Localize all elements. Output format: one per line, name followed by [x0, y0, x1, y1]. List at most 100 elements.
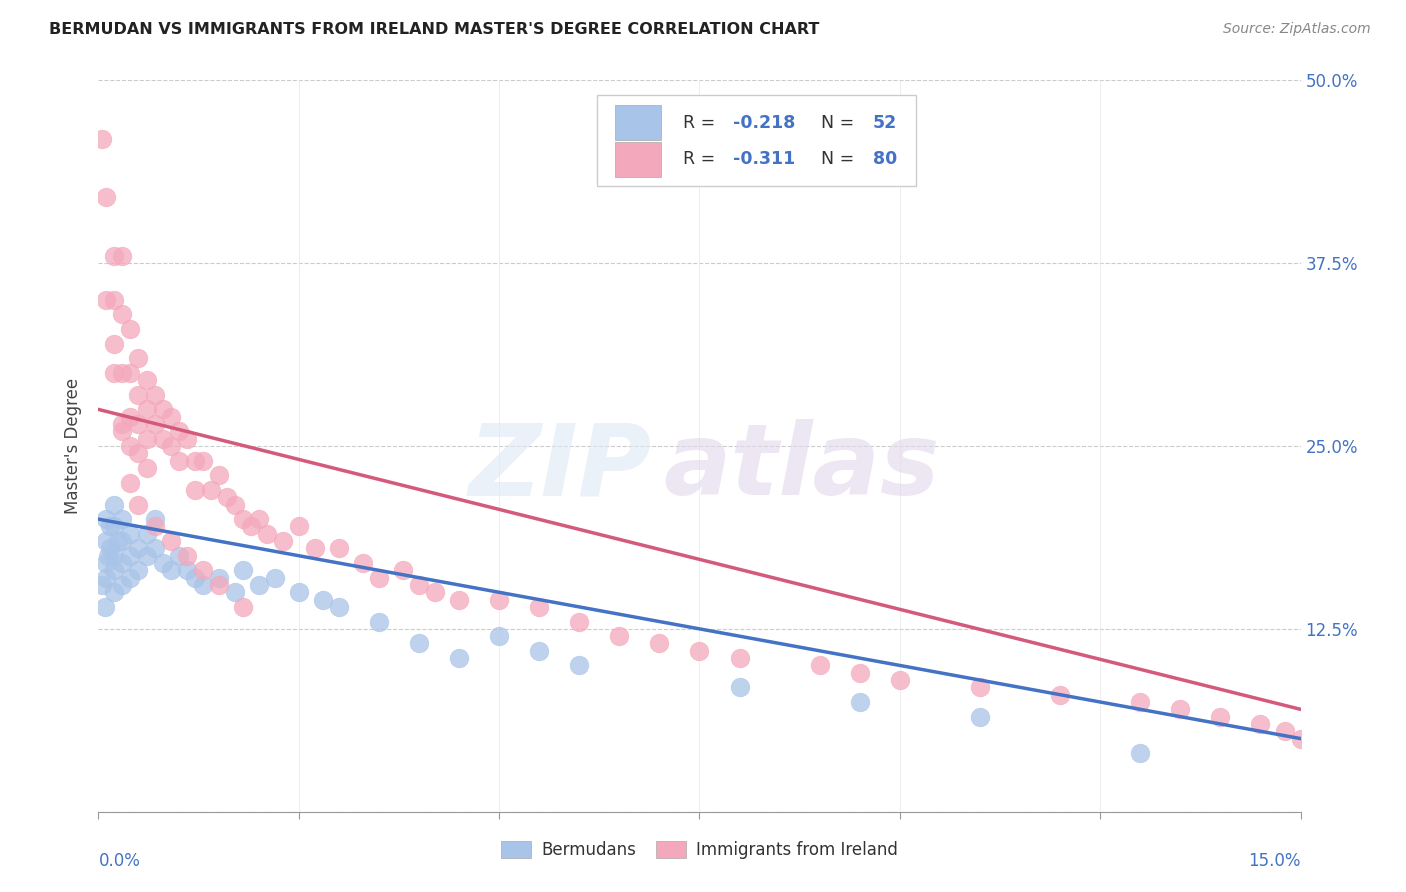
Point [1049, 688, 1071, 702]
Point [128, 351, 150, 366]
Point [312, 592, 335, 607]
Point [208, 571, 231, 585]
Text: 0.0%: 0.0% [98, 852, 141, 870]
Point [111, 556, 134, 570]
Point [328, 599, 350, 614]
Point [392, 563, 415, 577]
Point [96, 556, 118, 570]
Point [120, 475, 142, 490]
Point [1129, 695, 1152, 709]
Point [969, 709, 991, 723]
FancyBboxPatch shape [616, 142, 661, 177]
Point [103, 249, 125, 263]
Point [256, 526, 278, 541]
Point [239, 519, 262, 533]
Point [183, 571, 205, 585]
Point [1274, 724, 1296, 739]
Point [208, 578, 231, 592]
FancyBboxPatch shape [598, 95, 915, 186]
Point [849, 665, 872, 680]
Legend: Bermudans, Immigrants from Ireland: Bermudans, Immigrants from Ireland [495, 834, 904, 865]
Point [128, 563, 150, 577]
Point [143, 541, 166, 556]
Point [849, 695, 872, 709]
Point [111, 578, 134, 592]
Point [1289, 731, 1312, 746]
Point [111, 307, 134, 321]
Point [200, 483, 222, 497]
Point [100, 519, 122, 533]
Text: N =: N = [821, 113, 859, 132]
Point [120, 526, 142, 541]
Point [176, 563, 198, 577]
Text: R =: R = [683, 113, 720, 132]
Point [224, 585, 246, 599]
Point [96, 190, 118, 204]
Point [96, 534, 118, 549]
Point [232, 599, 254, 614]
Point [159, 439, 181, 453]
Point [191, 563, 214, 577]
Point [271, 534, 294, 549]
Point [609, 629, 631, 643]
Point [328, 541, 350, 556]
Point [135, 549, 157, 563]
Point [447, 592, 470, 607]
Point [96, 512, 118, 526]
Point [208, 468, 231, 483]
Point [969, 681, 991, 695]
Point [191, 453, 214, 467]
Point [152, 432, 174, 446]
Point [232, 563, 254, 577]
Point [224, 498, 246, 512]
Point [91, 132, 114, 146]
Point [100, 541, 122, 556]
Text: -0.311: -0.311 [733, 150, 796, 169]
Point [107, 534, 129, 549]
Point [111, 249, 134, 263]
Point [288, 519, 311, 533]
Point [103, 585, 125, 599]
Y-axis label: Master's Degree: Master's Degree [65, 378, 83, 514]
Point [120, 409, 142, 424]
Text: Source: ZipAtlas.com: Source: ZipAtlas.com [1223, 22, 1371, 37]
Point [529, 644, 551, 658]
Point [368, 615, 391, 629]
Point [191, 578, 214, 592]
Point [120, 571, 142, 585]
Point [120, 549, 142, 563]
Point [889, 673, 911, 687]
Point [152, 402, 174, 417]
Point [97, 549, 120, 563]
Point [96, 571, 118, 585]
Point [689, 644, 711, 658]
Point [111, 366, 134, 380]
Point [568, 615, 591, 629]
Point [568, 658, 591, 673]
Point [808, 658, 831, 673]
Point [111, 425, 134, 439]
Point [176, 549, 198, 563]
Point [143, 512, 166, 526]
Point [143, 388, 166, 402]
Point [288, 585, 311, 599]
Point [128, 388, 150, 402]
Text: BERMUDAN VS IMMIGRANTS FROM IRELAND MASTER'S DEGREE CORRELATION CHART: BERMUDAN VS IMMIGRANTS FROM IRELAND MAST… [49, 22, 820, 37]
Point [111, 512, 134, 526]
Point [183, 453, 205, 467]
Point [304, 541, 326, 556]
FancyBboxPatch shape [616, 105, 661, 140]
Point [167, 425, 190, 439]
Point [247, 512, 270, 526]
Point [648, 636, 671, 650]
Point [135, 461, 157, 475]
Point [111, 534, 134, 549]
Point [143, 417, 166, 431]
Point [215, 490, 238, 504]
Text: R =: R = [683, 150, 720, 169]
Point [103, 549, 125, 563]
Point [167, 453, 190, 467]
Text: N =: N = [821, 150, 859, 169]
Point [352, 556, 374, 570]
Point [1129, 746, 1152, 760]
